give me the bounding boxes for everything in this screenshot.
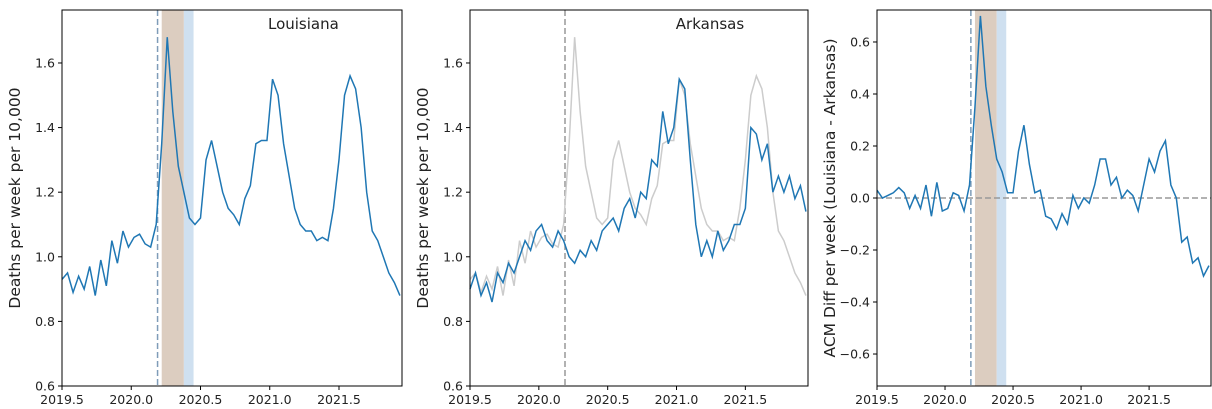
shaded-span (996, 10, 1007, 386)
y-tick-label: 1.4 (443, 120, 463, 135)
y-tick-label: −0.2 (840, 243, 870, 258)
y-tick-label: 0.6 (850, 34, 870, 49)
y-tick-label: 1.6 (443, 55, 463, 70)
x-tick-label: 2020.5 (179, 392, 223, 407)
x-tick-label: 2021.5 (1127, 392, 1171, 407)
x-tick-label: 2020.0 (109, 392, 153, 407)
x-tick-label: 2020.0 (923, 392, 967, 407)
axes-frame (469, 9, 809, 387)
x-tick-label: 2021.0 (655, 392, 699, 407)
y-tick-label: 1.2 (443, 185, 463, 200)
y-tick-label: 0.4 (850, 86, 870, 101)
y-tick-label: 1.0 (35, 249, 55, 264)
x-tick-label: 2019.5 (40, 392, 84, 407)
y-tick-label: 0.0 (850, 191, 870, 206)
y-tick-label: 1.6 (35, 55, 55, 70)
series-line (469, 37, 807, 296)
shaded-span (161, 10, 184, 386)
x-tick-label: 2019.5 (448, 392, 492, 407)
y-tick-label: 0.8 (35, 314, 55, 329)
x-tick-label: 2021.5 (317, 392, 361, 407)
y-axis-label: Deaths per week per 10,000 (414, 87, 432, 308)
x-tick-label: 2020.5 (991, 392, 1035, 407)
y-tick-label: −0.6 (840, 347, 870, 362)
shaded-span (183, 10, 194, 386)
x-tick-label: 2021.0 (248, 392, 292, 407)
panel-title: Arkansas (676, 15, 745, 33)
x-tick-label: 2021.0 (1059, 392, 1103, 407)
x-tick-label: 2019.5 (855, 392, 899, 407)
y-tick-label: −0.4 (840, 295, 870, 310)
y-axis-label: Deaths per week per 10,000 (6, 87, 24, 308)
panel-title: Louisiana (268, 15, 339, 33)
x-tick-label: 2020.5 (586, 392, 630, 407)
y-tick-label: 0.6 (443, 379, 463, 394)
y-tick-label: 1.4 (35, 120, 55, 135)
y-tick-label: 0.8 (443, 314, 463, 329)
y-tick-label: 0.2 (850, 138, 870, 153)
series-line (469, 76, 807, 303)
y-tick-label: 0.6 (35, 379, 55, 394)
y-tick-label: 1.2 (35, 185, 55, 200)
x-tick-label: 2020.0 (517, 392, 561, 407)
y-tick-label: 1.0 (443, 249, 463, 264)
series-line (876, 15, 1210, 278)
series-line (61, 37, 401, 296)
x-tick-label: 2021.5 (723, 392, 767, 407)
y-axis-label: ACM Diff per week (Louisiana - Arkansas) (821, 39, 839, 358)
axes-frame (61, 9, 403, 387)
